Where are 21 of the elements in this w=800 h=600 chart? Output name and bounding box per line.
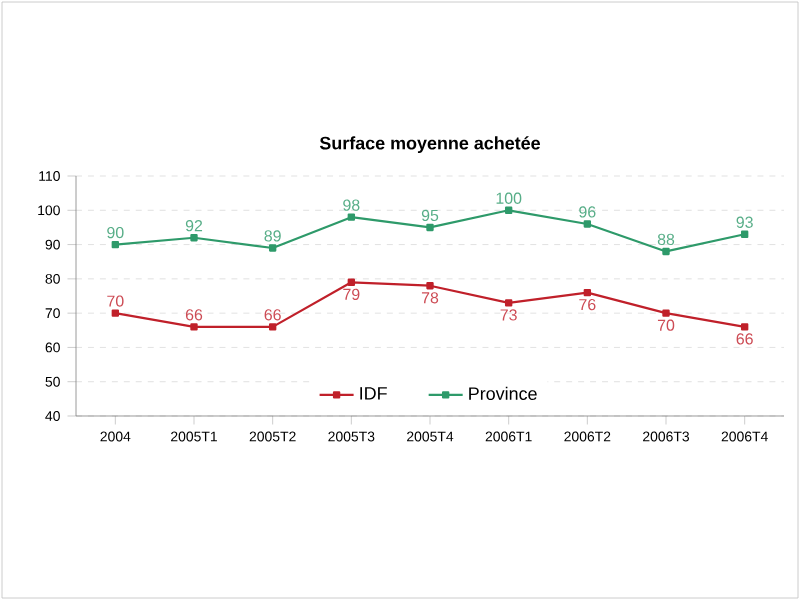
point	[662, 247, 670, 256]
point	[583, 288, 592, 297]
point	[111, 309, 120, 317]
point	[504, 206, 513, 214]
point	[347, 278, 356, 286]
point	[268, 323, 277, 331]
point	[268, 244, 277, 252]
point	[740, 230, 749, 238]
legend-label: IDF	[360, 387, 387, 400]
point	[347, 213, 356, 221]
point	[190, 323, 198, 331]
legend-label: Province	[469, 386, 537, 401]
point	[583, 220, 592, 228]
chart-title: Surface moyenne achetée	[319, 136, 541, 154]
point	[662, 309, 670, 317]
point	[504, 299, 513, 307]
point	[426, 223, 434, 232]
point	[111, 240, 120, 249]
point	[740, 323, 749, 331]
point	[190, 234, 198, 242]
point	[426, 282, 434, 290]
